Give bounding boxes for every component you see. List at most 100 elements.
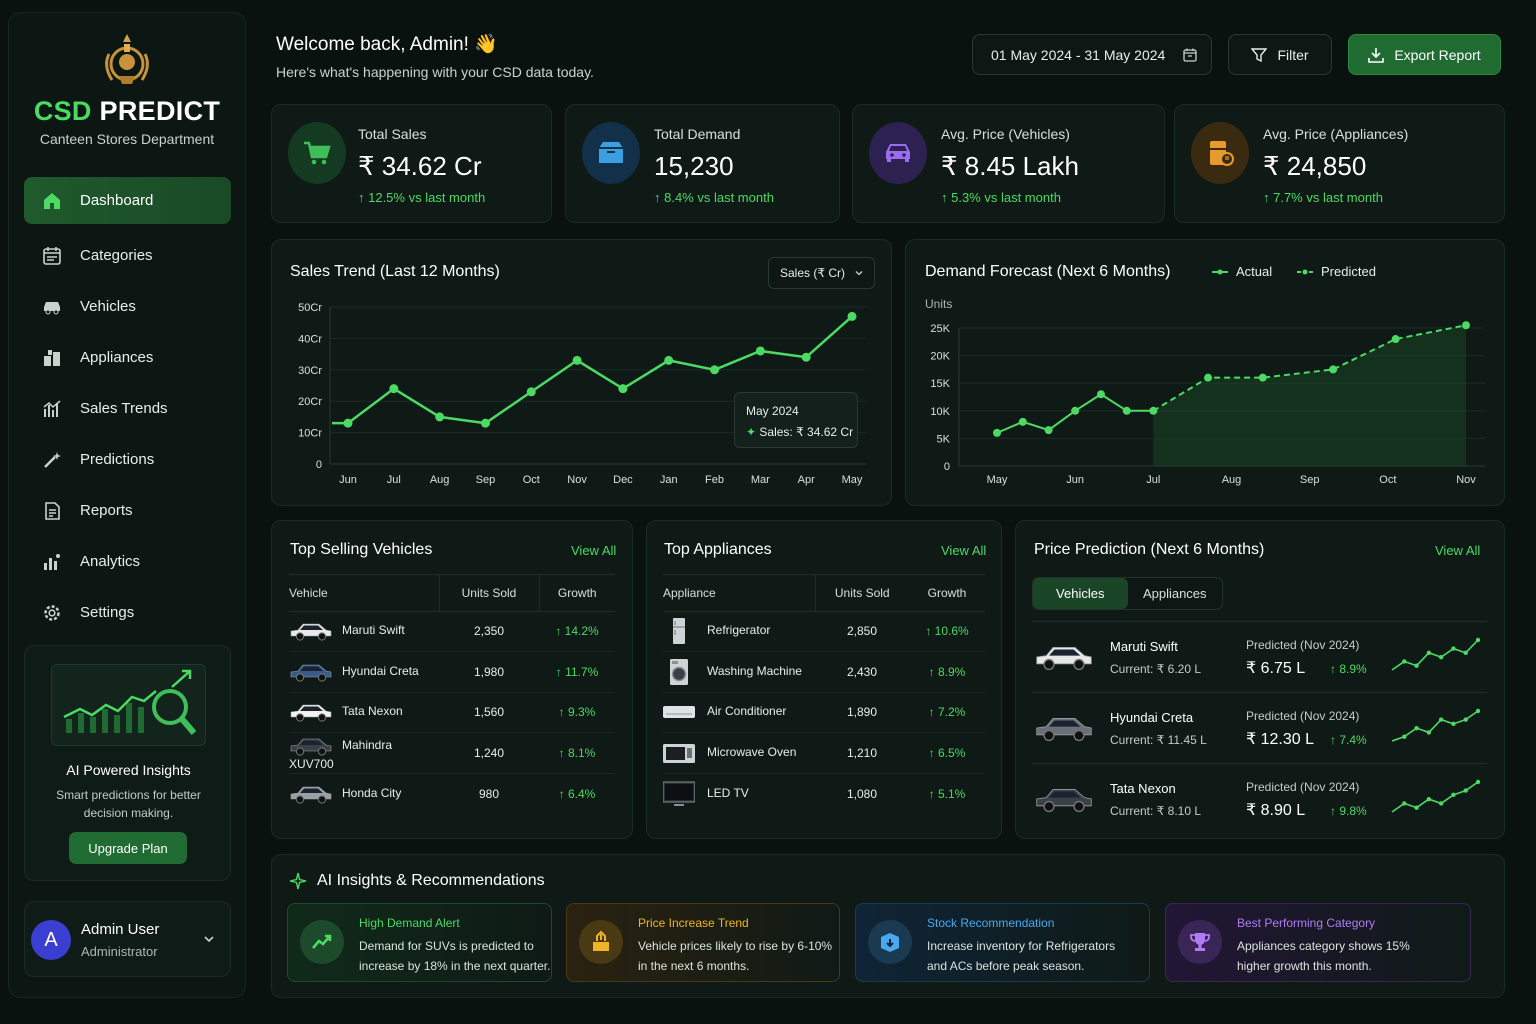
divider xyxy=(663,574,985,575)
brand-subtitle: Canteen Stores Department xyxy=(39,131,215,147)
tab-vehicles[interactable]: Vehicles xyxy=(1033,578,1128,609)
tab-appliances[interactable]: Appliances xyxy=(1142,586,1207,601)
sidebar-item-reports[interactable]: Reports xyxy=(24,487,231,534)
upgrade-plan-button[interactable]: Upgrade Plan xyxy=(69,832,187,864)
top-appliances-view-all-link[interactable]: View All xyxy=(941,543,987,558)
sidebar-item-label: Categories xyxy=(80,247,153,264)
x-tick-label: Nov xyxy=(567,474,587,486)
growth: ↑ 10.6% xyxy=(909,611,985,652)
kpi-value: 15,230 xyxy=(654,151,734,181)
ai-insight-description: Demand for SUVs is predicted to increase… xyxy=(359,939,551,973)
sparkline-point xyxy=(1402,801,1407,806)
current-price: Current: ₹ 8.10 L xyxy=(1110,804,1202,818)
sidebar-item-vehicles[interactable]: Vehicles xyxy=(24,283,231,330)
price-up-icon xyxy=(579,920,623,964)
price-prediction-view-all-link[interactable]: View All xyxy=(1435,543,1481,558)
sidebar-item-appliances[interactable]: Appliances xyxy=(24,334,231,381)
vehicle-cell: Tata Nexon xyxy=(289,692,439,733)
table-row[interactable]: Maruti Swift 2,350 ↑ 14.2% xyxy=(289,611,615,652)
user-profile-menu[interactable]: A Admin User Administrator xyxy=(24,901,231,977)
data-point xyxy=(755,346,765,356)
table-row[interactable]: LED TV 1,080 ↑ 5.1% xyxy=(662,773,985,814)
legend-label: Actual xyxy=(1236,264,1273,279)
ai-insight-description: Vehicle prices likely to rise by 6-10% i… xyxy=(638,939,833,973)
x-tick-label: Jun xyxy=(339,474,357,486)
price-change: ↑ 9.8% xyxy=(1330,804,1367,818)
units-sold: 1,210 xyxy=(815,732,909,774)
data-point xyxy=(389,384,399,394)
demand-forecast-title: Demand Forecast (Next 6 Months) xyxy=(925,263,1171,280)
sparkline-point xyxy=(1426,650,1432,656)
sparkline-point xyxy=(1463,788,1468,793)
predicted-point xyxy=(1258,373,1267,382)
table-row[interactable]: Microwave Oven 1,210 ↑ 6.5% xyxy=(663,732,985,774)
data-point xyxy=(572,355,582,365)
y-tick-label: 0 xyxy=(944,461,950,473)
list-item[interactable]: Hyundai Creta Current: ₹ 11.45 L Predicted… xyxy=(1032,692,1487,763)
units-sold: 2,850 xyxy=(815,611,909,652)
table-row[interactable]: Washing Machine 2,430 ↑ 8.9% xyxy=(663,651,985,693)
table-row[interactable]: Honda City 980 ↑ 6.4% xyxy=(289,773,615,814)
list-item[interactable]: Tata Nexon Current: ₹ 8.10 L Predicted (No… xyxy=(1032,763,1487,834)
legend-predicted[interactable]: Predicted xyxy=(1297,264,1376,279)
sidebar-item-label: Predictions xyxy=(80,451,155,468)
ai-insight-card[interactable]: Stock Recommendation Increase inventory f… xyxy=(855,903,1150,982)
sales-trend-chart: 0 10Cr 20Cr 30Cr 40Cr 50Cr Jun Jul Aug Sep Oct Nov D… xyxy=(298,302,866,486)
sparkline-point xyxy=(1402,734,1407,739)
x-tick-label: Aug xyxy=(1222,474,1242,486)
sidebar-item-predictions[interactable]: Predictions xyxy=(24,436,231,483)
sparkle-icon: ✦ xyxy=(746,425,757,439)
tooltip-title: May 2024 xyxy=(746,404,799,418)
list-item[interactable]: Maruti Swift Current: ₹ 6.20 L Predicted (… xyxy=(1032,621,1487,692)
ai-insight-card[interactable]: Best Performing Category Appliances categ… xyxy=(1165,903,1471,982)
ai-insight-card[interactable]: Price Increase Trend Vehicle prices likel… xyxy=(566,903,840,982)
kpi-label: Total Sales xyxy=(358,126,427,142)
sidebar-item-sales-trends[interactable]: Sales Trends xyxy=(24,385,231,432)
column-header: Vehicle xyxy=(289,575,439,612)
appliances-icon xyxy=(44,349,60,366)
sidebar-item-label: Settings xyxy=(80,604,135,621)
sidebar-item-dashboard[interactable]: Dashboard xyxy=(24,177,231,224)
magnifier-chart-icon xyxy=(63,669,197,735)
table-row[interactable]: Hyundai Creta 1,980 ↑ 11.7% xyxy=(289,651,615,693)
date-range-picker[interactable]: 01 May 2024 - 31 May 2024 xyxy=(972,34,1212,75)
insight-card-title: AI Powered Insights xyxy=(66,762,191,778)
growth: ↑ 11.7% xyxy=(539,651,615,693)
y-tick-label: 5K xyxy=(937,433,951,445)
appliance-cell: Refrigerator xyxy=(663,611,815,652)
chevron-down-icon[interactable] xyxy=(202,932,216,946)
actual-point xyxy=(1149,406,1158,415)
ai-insight-card[interactable]: High Demand Alert Demand for SUVs is pred… xyxy=(287,903,552,982)
dropdown-value: Sales (₹ Cr) xyxy=(780,266,845,280)
table-row[interactable]: Tata Nexon 1,560 ↑ 9.3% xyxy=(289,692,615,733)
price-prediction-title: Price Prediction (Next 6 Months) xyxy=(1034,541,1265,558)
table-row[interactable]: Refrigerator 2,850 ↑ 10.6% xyxy=(663,611,985,652)
export-report-button[interactable]: Export Report xyxy=(1348,34,1501,75)
sparkline-point xyxy=(1451,792,1456,798)
filter-button[interactable]: Filter xyxy=(1228,34,1332,75)
sidebar-item-categories[interactable]: Categories xyxy=(24,232,231,279)
sparkline-point xyxy=(1451,646,1456,651)
table-row[interactable]: Mahindra XUV700 1,240 ↑ 8.1% xyxy=(289,732,615,774)
sidebar-item-settings[interactable]: Settings xyxy=(24,589,231,636)
predicted-label: Predicted (Nov 2024) xyxy=(1246,780,1360,794)
x-tick-label: Feb xyxy=(705,474,724,486)
car-icon xyxy=(1034,712,1094,744)
appliance-price-icon xyxy=(1191,122,1249,184)
predictions-icon xyxy=(44,451,61,468)
predicted-point xyxy=(1329,365,1338,374)
predicted-price: ₹ 12.30 L xyxy=(1246,731,1315,748)
kpi-change: ↑ 8.4% vs last month xyxy=(654,190,774,205)
data-point xyxy=(435,412,445,422)
sidebar-item-analytics[interactable]: Analytics xyxy=(24,538,231,585)
sparkline-chart xyxy=(1391,708,1480,742)
appliance-name: Refrigerator xyxy=(707,623,771,638)
legend-actual[interactable]: Actual xyxy=(1212,264,1272,279)
sales-metric-dropdown[interactable]: Sales (₹ Cr) xyxy=(768,257,875,289)
kpi-change: ↑ 7.7% vs last month xyxy=(1263,190,1383,205)
appliance-cell: Air Conditioner xyxy=(663,692,815,733)
current-price: Current: ₹ 6.20 L xyxy=(1110,662,1202,676)
table-row[interactable]: Air Conditioner 1,890 ↑ 7.2% xyxy=(663,692,985,733)
actual-point xyxy=(1044,426,1053,435)
top-vehicles-view-all-link[interactable]: View All xyxy=(571,543,617,558)
